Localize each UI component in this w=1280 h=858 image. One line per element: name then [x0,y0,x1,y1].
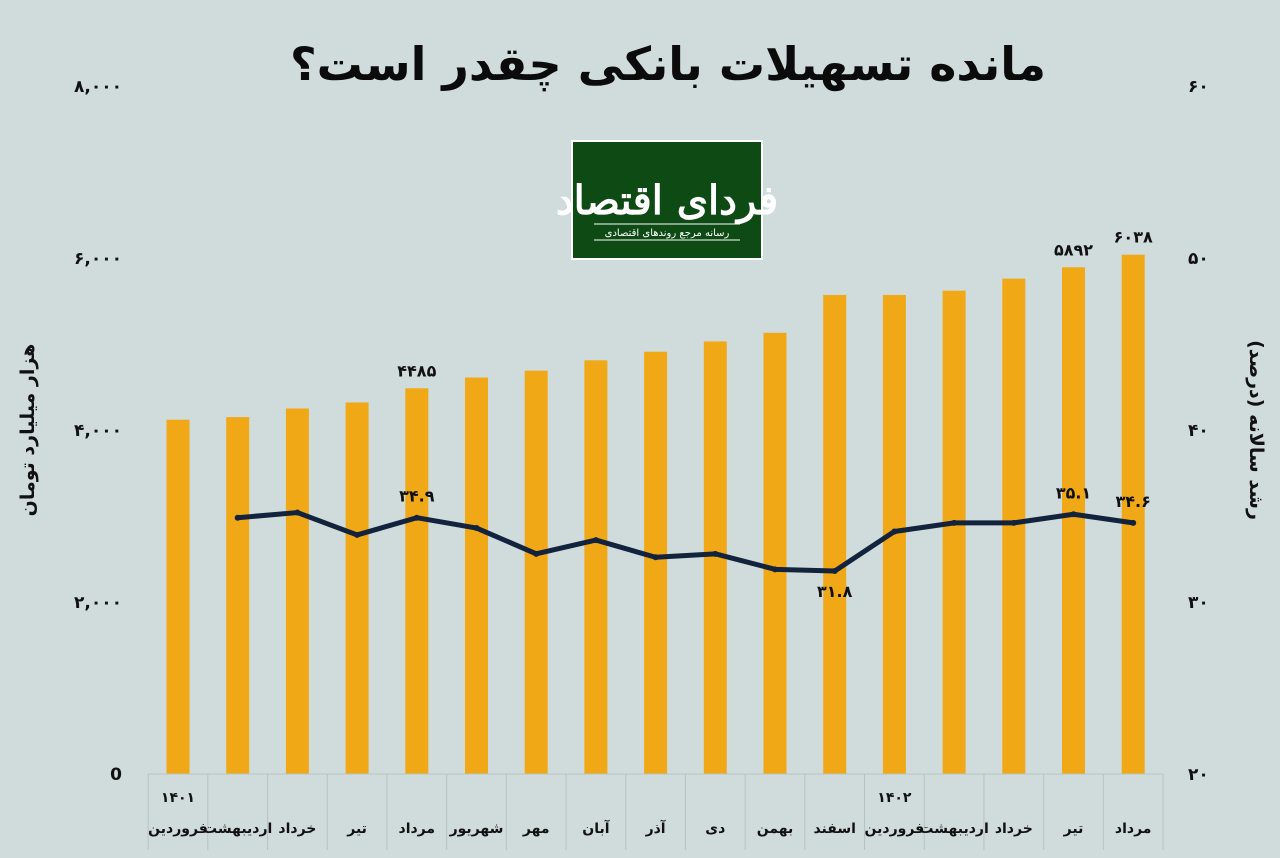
left-axis: 0 ۲,۰۰۰ ۴,۰۰۰ ۶,۰۰۰ ۸,۰۰۰ [74,77,122,785]
line-data-label: ۳۴.۶ [1116,492,1151,511]
line-point [533,550,540,557]
line-path [235,510,1136,574]
left-tick-label: ۶,۰۰۰ [74,249,122,269]
left-tick-label: ۸,۰۰۰ [74,77,122,97]
bar [644,351,668,774]
line-point [652,554,659,561]
right-tick-label: ۵۰ [1188,249,1209,269]
bar [345,402,369,774]
chart-title: مانده تسهیلات بانکی چقدر است؟ [290,37,1046,92]
line-data-label: ۳۵.۱ [1056,483,1091,502]
right-tick-label: ۳۰ [1188,593,1209,613]
category-label: شهریور [449,821,504,837]
bar-data-label: ۴۴۸۵ [397,361,436,380]
line-point [294,509,301,516]
left-axis-label: هزار میلیارد تومان [17,344,39,517]
logo-text: فردای اقتصاد [556,177,778,225]
bar [823,294,847,774]
category-label: اردیبهشت [203,821,272,837]
year-label: ۱۴۰۲ [877,790,912,806]
year-label: ۱۴۰۱ [161,790,195,806]
bar [405,388,429,774]
category-label: خرداد [278,821,316,837]
bar [942,290,966,774]
right-axis-label: رشد سالانه (درصد) [1245,340,1267,520]
right-axis: ۲۰ ۳۰ ۴۰ ۵۰ ۶۰ [1188,77,1209,785]
category-label: تیر [346,821,367,837]
line-point [1070,511,1077,518]
bar [166,419,190,774]
line-point [951,519,958,526]
category-label: اسفند [813,821,855,837]
left-tick-label: ۲,۰۰۰ [74,593,122,613]
category-label: مرداد [399,821,436,837]
category-label: تیر [1063,821,1084,837]
left-tick-label: 0 [110,765,122,785]
category-label: بهمن [757,821,793,837]
bar [465,377,488,774]
line-point [1130,519,1137,526]
category-label: مرداد [1115,821,1152,837]
line-series [234,509,1137,575]
line-point [413,514,420,521]
bar [1121,254,1145,774]
category-label: فروردین [148,821,208,837]
line-point [354,531,361,538]
bar [524,370,548,774]
line-point [473,525,480,532]
line-point [831,568,838,575]
bar [882,294,906,774]
bar [1002,278,1026,774]
bar-data-label: ۶۰۳۸ [1114,228,1153,247]
line-point [891,528,898,535]
line-point [592,537,599,544]
right-tick-label: ۲۰ [1188,765,1209,785]
logo: فردای اقتصاد رسانه مرجع روندهای اقتصادی [556,140,778,260]
right-tick-label: ۴۰ [1188,421,1209,441]
category-label: خرداد [995,821,1033,837]
bar [763,332,787,774]
logo-background [571,140,763,260]
right-tick-label: ۶۰ [1188,77,1209,97]
line-data-labels: ۳۴.۹ ۳۱.۸ ۳۵.۱ ۳۴.۶ [399,483,1151,601]
category-label: آبان [582,819,610,837]
line-point [712,550,719,557]
bar [584,360,608,774]
line-point [772,566,778,573]
bar [1062,267,1085,774]
category-label: فروردین [865,821,925,837]
left-tick-label: ۴,۰۰۰ [74,421,122,441]
bar [285,408,309,774]
bar [226,417,250,774]
category-label: دی [705,821,725,837]
bar [703,341,727,774]
line-point [234,514,241,521]
category-label: آذر [645,819,667,837]
category-label: مهر [522,821,550,837]
bar-data-labels: ۴۴۸۵ ۵۸۹۲ ۶۰۳۸ [397,228,1153,381]
line-point [1010,519,1017,526]
line-data-label: ۳۴.۹ [399,487,435,506]
category-label: اردیبهشت [919,821,988,837]
bar-series [166,254,1145,774]
bar-data-label: ۵۸۹۲ [1054,240,1093,259]
line-data-label: ۳۱.۸ [817,582,853,601]
logo-tagline: رسانه مرجع روندهای اقتصادی [605,228,730,239]
